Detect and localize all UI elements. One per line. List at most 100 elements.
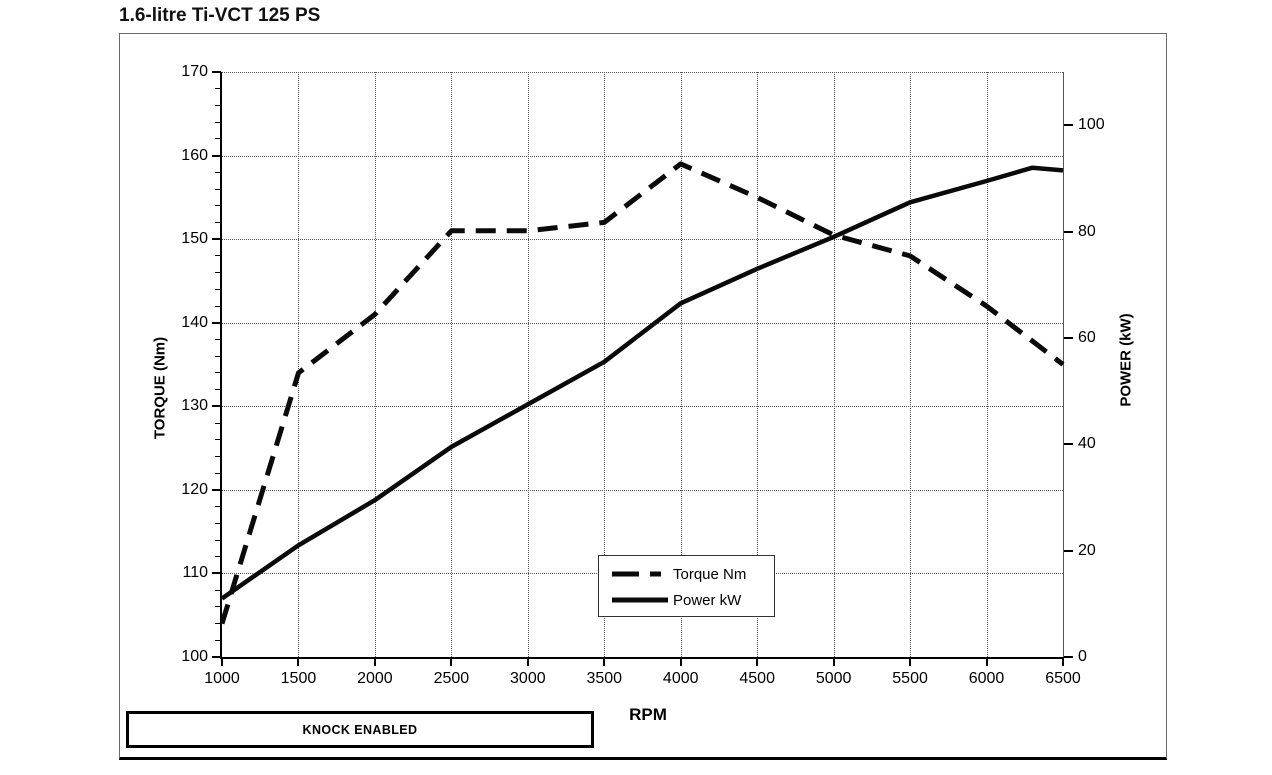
x-axis-tick-label: 3000 <box>510 670 546 687</box>
x-axis-major-tick <box>526 657 529 666</box>
x-axis-major-tick <box>756 657 759 666</box>
left-axis-minor-tick <box>215 255 221 257</box>
left-axis-minor-tick <box>215 539 221 541</box>
x-axis-major-tick <box>373 657 376 666</box>
left-axis-minor-tick <box>215 623 221 625</box>
gridline-vertical <box>451 72 453 657</box>
power-curve <box>220 165 1064 601</box>
x-axis-major-tick <box>909 657 912 666</box>
x-axis-major-tick <box>832 657 835 666</box>
gridline-horizontal <box>222 489 1063 491</box>
left-axis-minor-tick <box>215 522 221 524</box>
gridline-vertical <box>986 72 988 657</box>
left-axis-tick-label: 120 <box>181 480 208 498</box>
x-axis-title: RPM <box>629 705 667 724</box>
left-axis-minor-tick <box>215 272 221 274</box>
plot-area: 100 110 120 130 140 150 160 170 0 20 40 60 80 100 1000… <box>181 64 1104 687</box>
chart-frame <box>119 33 1167 760</box>
gridline-horizontal <box>222 406 1063 408</box>
right-axis-major-tick <box>1064 230 1073 233</box>
left-axis-spine <box>220 72 222 659</box>
left-axis-minor-tick <box>215 589 221 591</box>
legend: Torque Nm Power kW <box>598 555 775 617</box>
right-axis-spine <box>1063 72 1064 658</box>
left-axis-minor-tick <box>215 288 221 290</box>
left-axis-major-tick <box>212 405 221 408</box>
knock-enabled-label: KNOCK ENABLED <box>302 722 418 737</box>
x-axis-major-tick <box>450 657 453 666</box>
legend-entry-power: Power kW <box>611 587 741 613</box>
left-axis-minor-tick <box>215 188 221 190</box>
gridline-horizontal <box>222 239 1063 241</box>
chart-title: 1.6-litre Ti-VCT 125 PS <box>119 5 321 26</box>
left-axis-tick-label: 140 <box>181 313 208 331</box>
knock-enabled-box: KNOCK ENABLED <box>126 711 594 748</box>
x-axis-major-tick <box>1062 657 1064 666</box>
legend-label-power: Power kW <box>673 591 742 609</box>
left-axis-tick-label: 100 <box>181 648 208 665</box>
gridline-vertical <box>910 72 912 657</box>
left-axis-minor-tick <box>215 422 221 424</box>
left-axis-minor-tick <box>215 389 221 391</box>
left-axis-major-tick <box>212 656 221 658</box>
left-axis-tick-label: 160 <box>181 146 208 164</box>
left-axis-major-tick <box>212 154 221 157</box>
left-axis-major-tick <box>212 71 221 73</box>
right-axis-tick-label: 60 <box>1078 328 1096 346</box>
left-axis-minor-tick <box>215 455 221 457</box>
x-axis-tick-label: 4000 <box>662 670 699 687</box>
left-axis-minor-tick <box>215 88 221 90</box>
right-axis-title: POWER (kW) <box>1117 313 1135 407</box>
left-axis-tick-label: 150 <box>181 230 208 248</box>
x-axis-major-tick <box>679 657 682 666</box>
x-axis-tick-label: 1000 <box>204 670 240 687</box>
gridline-horizontal <box>222 155 1063 157</box>
x-axis-tick-label: 2000 <box>357 670 393 687</box>
left-axis-major-tick <box>212 238 221 241</box>
x-axis-major-tick <box>603 657 606 666</box>
left-axis-minor-tick <box>215 138 221 140</box>
left-axis-tick-label: 110 <box>182 564 208 582</box>
x-axis-tick-label: 3500 <box>586 670 623 687</box>
right-axis-tick-label: 40 <box>1078 435 1096 453</box>
legend-dashed-line-sample <box>612 571 668 577</box>
left-axis-major-tick <box>212 488 221 491</box>
curves-svg <box>219 161 1065 625</box>
gridline-vertical <box>833 72 835 657</box>
x-axis-tick-label: 4500 <box>739 670 775 687</box>
left-axis-minor-tick <box>215 355 221 357</box>
x-axis-tick-label: 5500 <box>892 670 928 687</box>
x-axis-spine <box>220 657 1064 659</box>
left-axis-minor-tick <box>215 606 221 608</box>
right-axis-tick-label: 100 <box>1078 116 1105 134</box>
left-axis-minor-tick <box>215 121 221 123</box>
x-axis-major-tick <box>221 657 223 666</box>
right-axis-tick-label: 20 <box>1078 541 1096 559</box>
left-axis-major-tick <box>212 572 221 575</box>
torque-curve <box>219 161 1065 625</box>
gridline-vertical <box>757 72 759 657</box>
gridline-vertical <box>680 72 682 657</box>
left-axis-minor-tick <box>215 171 221 173</box>
left-axis-major-tick <box>212 321 221 324</box>
gridline-vertical <box>374 72 376 657</box>
left-axis-tick-label: 170 <box>181 63 208 80</box>
right-axis-major-tick <box>1064 656 1073 658</box>
x-axis-major-tick <box>985 657 988 666</box>
left-axis-tick-label: 130 <box>181 397 208 415</box>
left-axis-minor-tick <box>215 221 221 223</box>
right-axis-tick-label: 80 <box>1078 222 1096 240</box>
gridline-vertical <box>527 72 529 657</box>
gridline-vertical <box>604 72 606 657</box>
legend-entry-torque: Torque Nm <box>611 561 746 587</box>
x-axis-tick-label: 1500 <box>280 670 317 687</box>
x-axis-tick-label: 6500 <box>1045 670 1081 687</box>
left-axis-minor-tick <box>215 104 221 106</box>
left-axis-title: TORQUE (Nm) <box>151 336 169 440</box>
left-axis-minor-tick <box>215 205 221 207</box>
gridline-horizontal <box>222 322 1063 324</box>
legend-label-torque: Torque Nm <box>673 565 747 583</box>
legend-solid-line-sample <box>612 597 668 603</box>
gridline-vertical <box>298 72 300 657</box>
